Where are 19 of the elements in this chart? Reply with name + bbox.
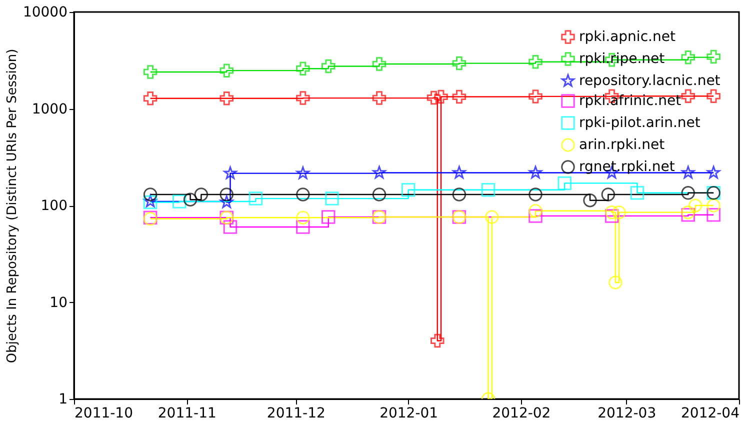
y-axis-title: Objects In Repository (Distinct URIs Per Session) [4,48,20,364]
x-tick-label: 2011-12 [266,406,326,422]
y-tick-label: 10000 [22,4,68,20]
y-tick-label: 1000 [32,101,68,118]
legend-label: repository.lacnic.net [579,73,721,89]
x-tick-label: 2012-04 [681,406,740,422]
legend-label: rpki-pilot.arin.net [579,115,701,131]
y-tick-label: 10 [50,294,68,311]
x-tick-label: 2012-02 [492,406,551,422]
legend-label: rpki.apnic.net [579,29,676,45]
x-tick-label: 2011-10 [74,406,133,422]
legend-label: rgnet.rpki.net [579,159,676,175]
x-tick-label: 2011-11 [158,406,216,422]
legend-label: rpki.afrinic.net [579,93,682,109]
y-tick-label: 1 [58,392,68,408]
x-tick-label: 2012-01 [380,406,438,422]
y-tick-label: 100 [40,198,68,214]
legend-label: arin.rpki.net [579,137,666,153]
x-tick-label: 2012-03 [598,406,656,422]
